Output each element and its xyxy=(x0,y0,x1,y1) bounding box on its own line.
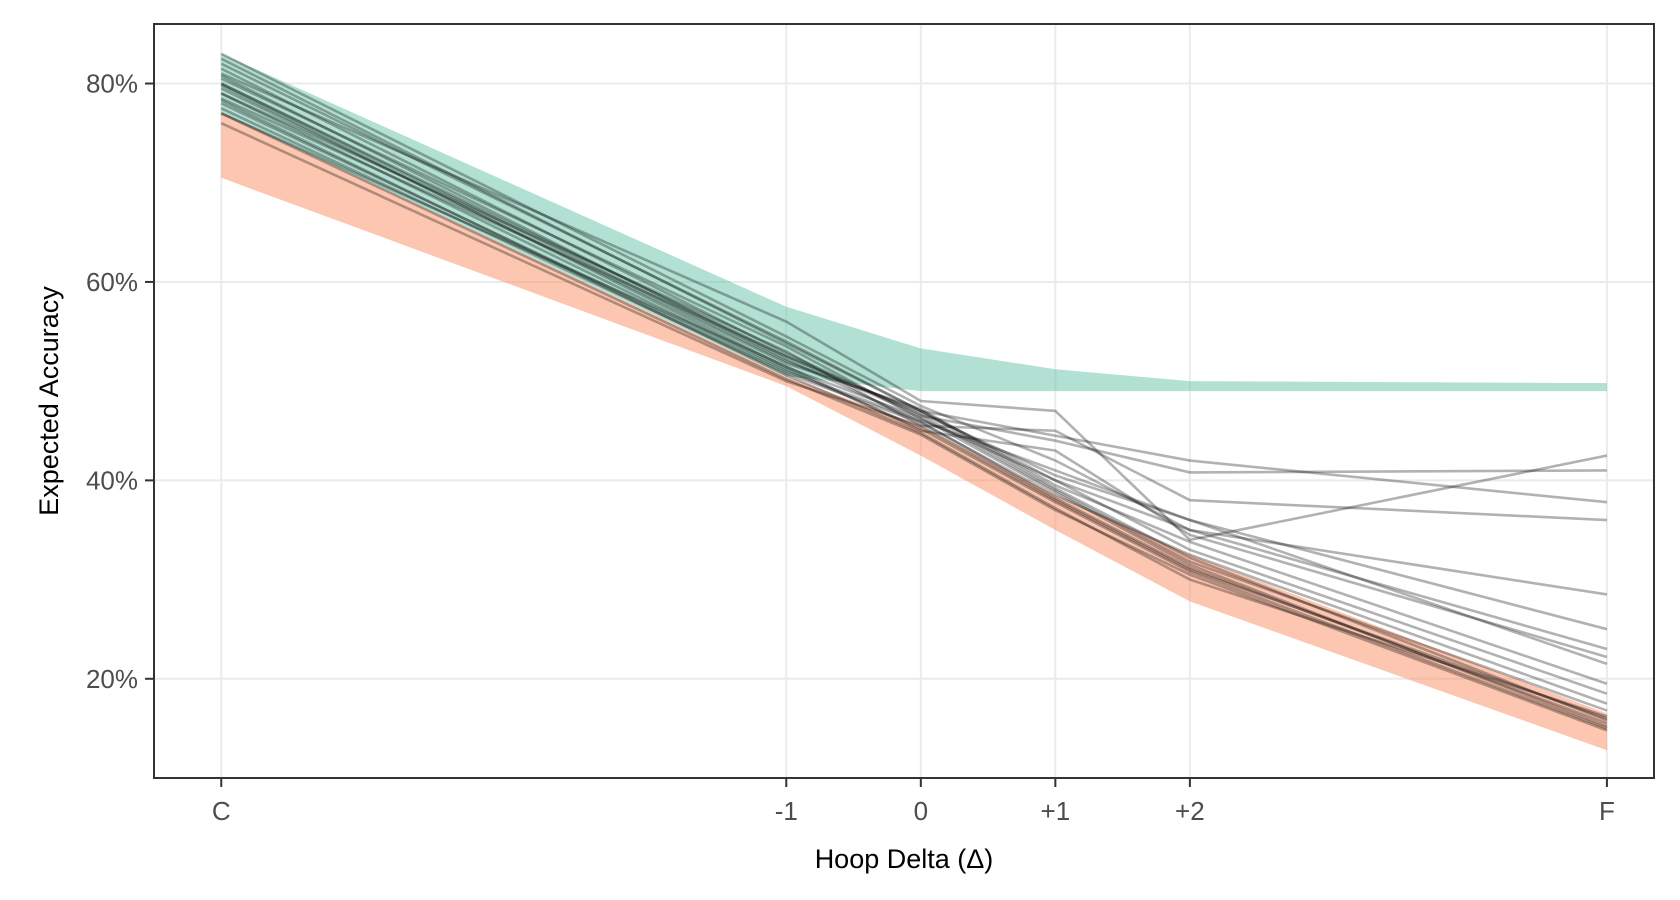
x-tick-label-0: C xyxy=(212,796,231,826)
y-axis-title: Expected Accuracy xyxy=(34,286,64,516)
x-gridlines xyxy=(220,24,1608,778)
series-line-18 xyxy=(220,84,1608,728)
series-line-12 xyxy=(220,67,1608,712)
x-tick-label-5: F xyxy=(1599,796,1615,826)
series-line-10 xyxy=(220,77,1608,695)
y-tick-label-2: 60% xyxy=(86,267,138,297)
y-tick-label-0: 20% xyxy=(86,664,138,694)
x-axis: C -1 0 +1 +2 F xyxy=(212,778,1615,826)
band-1 xyxy=(221,113,1607,751)
series-line-0 xyxy=(220,62,1608,504)
plot-panel-border xyxy=(153,23,1655,779)
series-line-8 xyxy=(220,97,1608,666)
y-tick-label-1: 40% xyxy=(86,465,138,495)
series-lines xyxy=(220,52,1608,732)
x-tick-label-2: 0 xyxy=(914,796,928,826)
band-0 xyxy=(221,53,1607,392)
x-tick-label-3: +1 xyxy=(1041,796,1071,826)
series-line-14 xyxy=(220,74,1608,725)
series-line-15 xyxy=(220,92,1608,730)
series-line-16 xyxy=(220,57,1608,722)
series-line-9 xyxy=(220,87,1608,685)
series-line-2 xyxy=(220,92,1607,522)
series-line-19 xyxy=(220,112,1608,732)
series-line-13 xyxy=(220,122,1608,720)
series-line-5 xyxy=(220,102,1608,631)
y-tick-label-3: 80% xyxy=(86,69,138,99)
y-axis: 20% 40% 60% 80% xyxy=(86,69,154,694)
series-line-7 xyxy=(220,112,1608,659)
x-tick-label-1: -1 xyxy=(775,796,798,826)
series-line-3 xyxy=(220,72,1608,542)
series-line-1 xyxy=(220,82,1607,474)
x-tick-label-4: +2 xyxy=(1175,796,1205,826)
confidence-bands xyxy=(221,53,1607,751)
series-line-17 xyxy=(220,99,1608,718)
series-line-6 xyxy=(220,82,1608,651)
series-line-4 xyxy=(220,52,1608,596)
series-line-11 xyxy=(220,107,1608,705)
x-axis-title: Hoop Delta (Δ) xyxy=(815,844,994,874)
y-gridlines xyxy=(154,82,1654,680)
